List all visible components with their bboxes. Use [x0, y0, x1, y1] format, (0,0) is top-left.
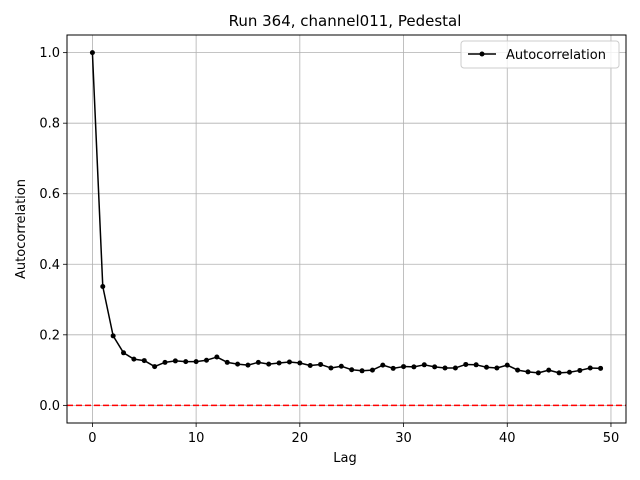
data-point — [484, 364, 490, 370]
data-point — [297, 360, 303, 366]
data-point — [183, 359, 189, 365]
data-point — [380, 362, 386, 368]
y-tick-label: 0.2 — [39, 328, 60, 343]
legend: Autocorrelation — [460, 40, 620, 69]
data-point — [121, 350, 127, 356]
data-point — [193, 359, 199, 365]
data-point — [152, 364, 158, 370]
data-point — [110, 333, 116, 339]
x-axis-ticks: 0 10 20 30 40 50 — [88, 423, 619, 446]
data-point — [255, 359, 261, 365]
data-point — [162, 359, 168, 365]
data-point — [587, 365, 593, 371]
data-point — [442, 365, 448, 371]
legend-box — [460, 40, 620, 69]
data-point — [546, 367, 552, 373]
data-point — [566, 369, 572, 375]
data-point — [172, 358, 178, 364]
data-point — [577, 367, 583, 373]
data-point — [525, 369, 531, 375]
series-line — [91, 52, 601, 374]
data-point — [556, 370, 562, 376]
data-point — [473, 362, 479, 368]
data-point — [401, 364, 407, 370]
series-layer — [89, 50, 604, 376]
data-point — [328, 365, 334, 371]
data-point — [89, 50, 95, 56]
data-point — [266, 361, 272, 367]
x-tick-label: 10 — [188, 431, 205, 446]
data-point — [504, 362, 510, 368]
data-point — [494, 365, 500, 371]
y-tick-label: 0.8 — [39, 117, 60, 132]
data-point — [203, 357, 209, 363]
x-tick-label: 20 — [292, 431, 309, 446]
x-axis-label: Lag — [333, 451, 356, 466]
legend-marker-sample — [479, 51, 485, 57]
data-point — [235, 361, 241, 367]
data-point — [131, 356, 137, 362]
y-axis-ticks: 0.0 0.2 0.4 0.6 0.8 1.0 — [39, 46, 67, 414]
data-point — [224, 359, 230, 365]
data-point — [338, 363, 344, 369]
y-tick-label: 0.0 — [39, 399, 60, 414]
data-point — [214, 354, 220, 360]
data-point — [286, 359, 292, 365]
data-point — [369, 367, 375, 373]
data-point — [307, 363, 313, 369]
data-point — [432, 364, 438, 370]
data-point — [359, 368, 365, 374]
x-tick-label: 50 — [603, 431, 620, 446]
plot-frame — [66, 34, 627, 424]
y-tick-label: 0.6 — [39, 187, 60, 202]
data-point — [535, 370, 541, 376]
data-point — [245, 362, 251, 368]
data-point — [421, 362, 427, 368]
x-tick-label: 40 — [499, 431, 516, 446]
x-tick-label: 0 — [88, 431, 96, 446]
data-point — [452, 365, 458, 371]
x-tick-label: 30 — [395, 431, 412, 446]
data-point — [100, 283, 106, 289]
data-point — [349, 367, 355, 373]
legend-label: Autocorrelation — [506, 48, 606, 63]
data-point — [515, 367, 521, 373]
y-tick-label: 1.0 — [39, 46, 60, 61]
data-point — [318, 361, 324, 367]
data-point — [598, 365, 604, 371]
data-point — [141, 358, 147, 364]
data-point — [276, 360, 282, 366]
y-axis-label: Autocorrelation — [14, 179, 29, 279]
data-point — [390, 365, 396, 371]
y-tick-label: 0.4 — [39, 258, 60, 273]
chart-title: Run 364, channel011, Pedestal — [229, 12, 462, 30]
data-point — [463, 361, 469, 367]
data-point — [411, 364, 417, 370]
